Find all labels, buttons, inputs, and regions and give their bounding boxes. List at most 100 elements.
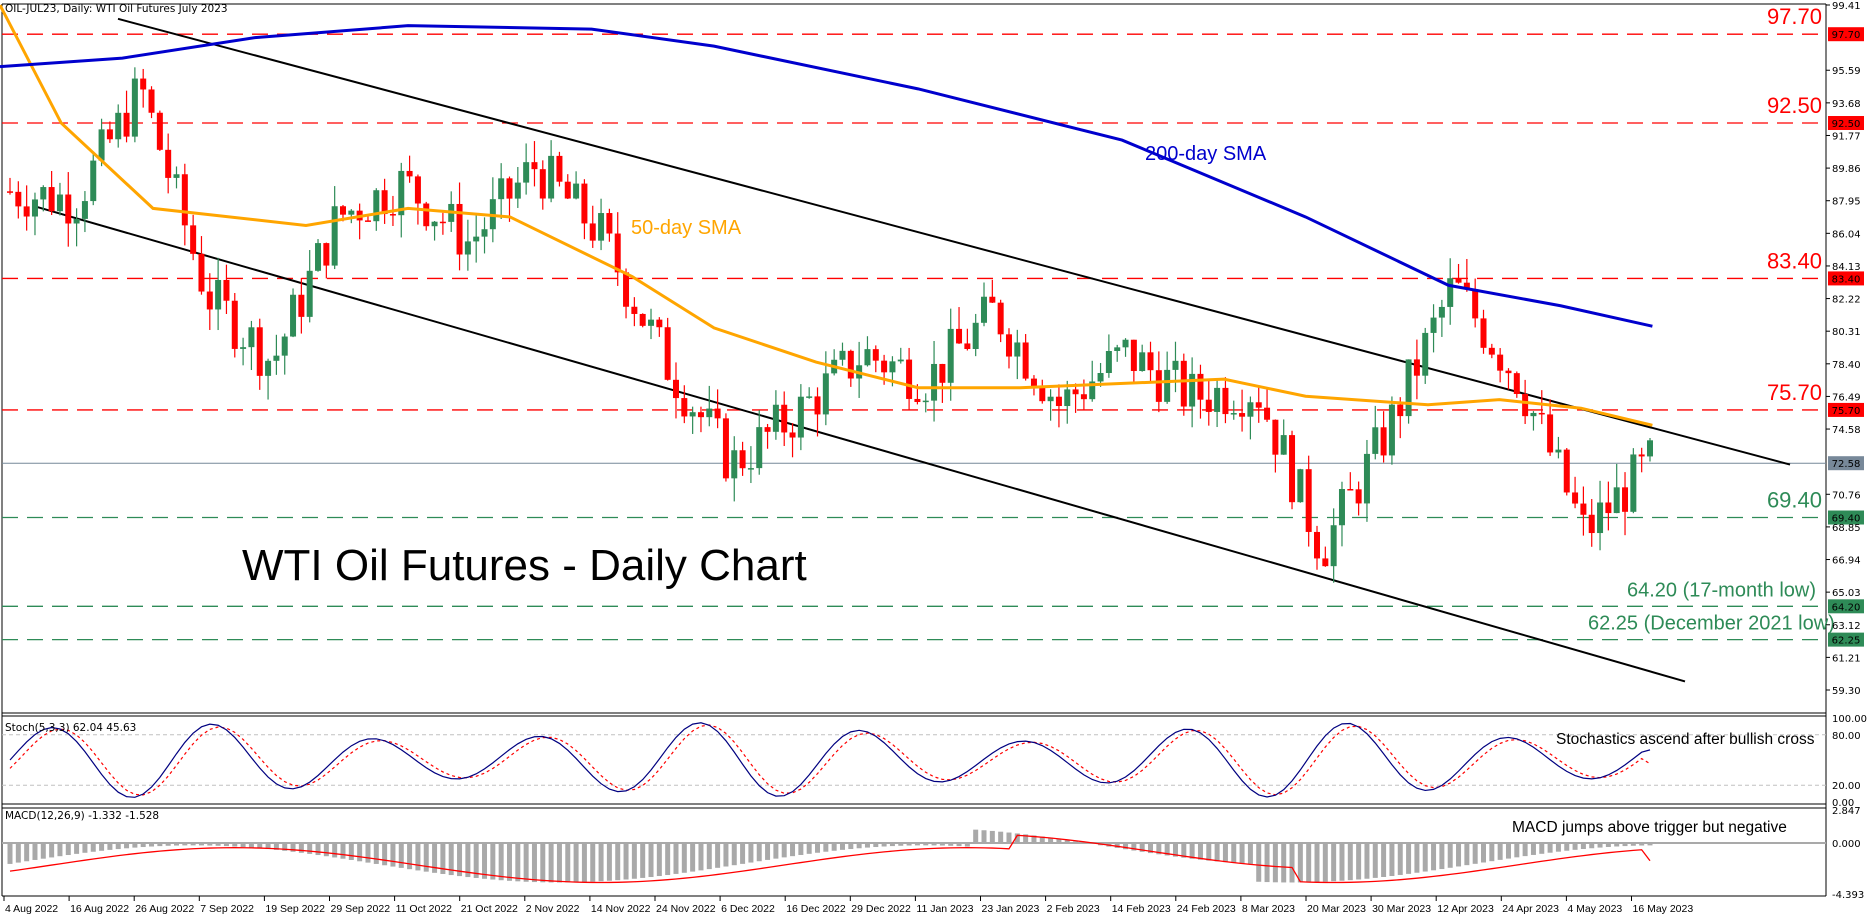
- level-price-tag: [1828, 402, 1864, 417]
- macd-histogram-bar: [1605, 843, 1611, 847]
- candle-body: [190, 225, 197, 254]
- macd-histogram-bar: [248, 843, 254, 848]
- candle-body: [273, 355, 280, 361]
- candle-body: [881, 360, 888, 373]
- macd-histogram-bar: [756, 843, 762, 862]
- candle-body: [1330, 525, 1337, 567]
- macd-histogram-bar: [1139, 843, 1145, 852]
- candle-body: [623, 272, 630, 307]
- candle-body: [456, 203, 463, 255]
- macd-note: MACD jumps above trigger but negative: [1512, 819, 1787, 836]
- candle-body: [1122, 339, 1129, 348]
- macd-histogram-bar: [290, 843, 296, 852]
- macd-histogram-bar: [740, 843, 746, 864]
- candle-body: [40, 187, 47, 200]
- macd-histogram-bar: [32, 843, 38, 860]
- macd-histogram-bar: [149, 843, 155, 847]
- level-label: 69.40: [1767, 488, 1822, 513]
- candle-body: [964, 343, 971, 350]
- macd-histogram-bar: [565, 843, 571, 883]
- level-price-tag-text: 75.70: [1832, 406, 1861, 417]
- panel-frames: [1, 3, 1827, 897]
- candle-body: [1255, 402, 1262, 408]
- candle-body: [398, 170, 405, 216]
- candle-body: [1089, 381, 1096, 400]
- candle-body: [1588, 514, 1595, 534]
- macd-histogram-bar: [1580, 843, 1586, 849]
- macd-histogram-bar: [40, 843, 46, 859]
- macd-histogram-bar: [1048, 837, 1054, 844]
- macd-histogram-bar: [1647, 843, 1653, 846]
- macd-histogram-bar: [914, 843, 920, 846]
- macd-histogram-bar: [973, 829, 979, 844]
- macd-histogram-bar: [107, 843, 113, 850]
- macd-histogram-bar: [956, 843, 962, 847]
- macd-histogram-bar: [348, 843, 354, 860]
- macd-histogram-bar: [157, 843, 163, 847]
- macd-histogram-bar: [556, 843, 562, 883]
- candle-body: [1139, 352, 1146, 372]
- candle-body: [1305, 469, 1312, 532]
- candle-body: [864, 349, 871, 366]
- macd-histogram-bar: [681, 843, 687, 873]
- candle-body: [1272, 419, 1279, 455]
- level-price-tag-text: 97.70: [1832, 30, 1861, 41]
- candle-body: [1338, 488, 1345, 526]
- macd-histogram-bar: [998, 831, 1004, 844]
- date-tick-label: 4 Aug 2022: [5, 903, 58, 915]
- candle-body: [1322, 558, 1329, 567]
- candle-body: [1363, 453, 1370, 504]
- candle-body: [1239, 413, 1246, 417]
- stoch-tick-label: 100.00: [1832, 714, 1867, 725]
- candle-body: [897, 359, 904, 362]
- candle-body: [1297, 469, 1304, 503]
- candle-body: [1164, 369, 1171, 402]
- candle-body: [614, 233, 621, 273]
- macd-histogram-bar: [781, 843, 787, 858]
- candle-body: [914, 398, 921, 403]
- candle-body: [631, 306, 638, 314]
- candle-body: [997, 302, 1004, 335]
- stoch-note: Stochastics ascend after bullish cross: [1556, 731, 1815, 748]
- candle-body: [106, 129, 113, 140]
- macd-histogram-bar: [1073, 841, 1079, 844]
- candle-body: [73, 218, 80, 224]
- date-tick-label: 19 Sep 2022: [265, 903, 325, 915]
- candle-body: [1488, 347, 1495, 355]
- macd-histogram-bar: [1522, 843, 1528, 857]
- macd-histogram-bar: [1031, 835, 1037, 844]
- candle-body: [48, 187, 55, 212]
- candle-body: [1097, 373, 1104, 382]
- candle-body: [781, 404, 788, 433]
- candle-body: [1513, 373, 1520, 394]
- date-tick-label: 8 Mar 2023: [1242, 903, 1295, 915]
- candle-body: [198, 253, 205, 292]
- macd-histogram-bar: [665, 843, 671, 876]
- candle-body: [531, 162, 538, 170]
- level-label: 92.50: [1767, 93, 1822, 118]
- candle-body: [1014, 342, 1021, 357]
- candle-body: [1613, 487, 1620, 514]
- candle-body: [1355, 489, 1362, 504]
- macd-histogram-bar: [765, 843, 771, 860]
- candle-body: [290, 294, 297, 337]
- macd-histogram-bar: [1555, 843, 1561, 852]
- macd-histogram-bar: [931, 843, 937, 846]
- candle-body: [1597, 502, 1604, 534]
- macd-histogram-bar: [690, 843, 696, 872]
- candle-body: [756, 427, 763, 469]
- stoch-signal-line: [9, 724, 1651, 796]
- candle-body: [1538, 412, 1545, 415]
- macd-tick-label: 0.000: [1832, 839, 1861, 850]
- price-tick-label: 86.04: [1832, 229, 1861, 240]
- candle-body: [847, 350, 854, 379]
- macd-histogram-bar: [1222, 843, 1228, 863]
- macd-histogram-bar: [1464, 843, 1470, 866]
- candle-body: [331, 206, 338, 266]
- date-tick-label: 30 Mar 2023: [1372, 903, 1431, 915]
- candle-body: [939, 363, 946, 383]
- date-tick-label: 24 Apr 2023: [1502, 903, 1559, 915]
- macd-histogram-bar: [448, 843, 454, 876]
- macd-histogram-bar: [590, 843, 596, 882]
